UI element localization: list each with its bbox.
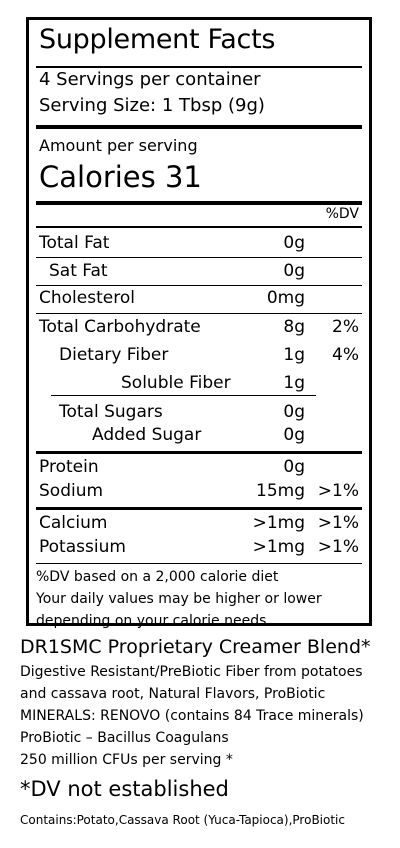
nutrient-label: Protein bbox=[39, 457, 99, 477]
nutrient-label: Soluble Fiber bbox=[121, 373, 231, 393]
nutrient-label: Cholesterol bbox=[39, 288, 135, 308]
calories: Calories 31 bbox=[39, 160, 202, 194]
nutrient-value: 0mg bbox=[266, 288, 305, 308]
nutrient-value: 0g bbox=[283, 457, 305, 477]
panel-title: Supplement Facts bbox=[39, 24, 276, 55]
nutrient-dv: 2% bbox=[332, 317, 359, 337]
footnote: Your daily values may be higher or lower bbox=[36, 591, 322, 607]
nutrient-label: Added Sugar bbox=[92, 425, 202, 445]
nutrient-label: Total Carbohydrate bbox=[39, 317, 201, 337]
servings-per-container: 4 Servings per container bbox=[39, 69, 261, 90]
nutrient-dv: >1% bbox=[317, 513, 359, 533]
footnote: depending on your calorie needs. bbox=[36, 613, 271, 629]
nutrient-label: Sodium bbox=[39, 481, 104, 501]
dv-not-established: *DV not established bbox=[20, 777, 229, 801]
divider bbox=[36, 257, 362, 258]
nutrient-value: 0g bbox=[283, 402, 305, 422]
thick-divider bbox=[36, 125, 362, 129]
ingredient-line: 250 million CFUs per serving * bbox=[20, 752, 233, 768]
nutrient-value: >1mg bbox=[252, 513, 305, 533]
nutrient-value: 0g bbox=[283, 425, 305, 445]
contains-statement: Contains:Potato,Cassava Root (Yuca-Tapio… bbox=[20, 813, 345, 827]
nutrient-label: Total Sugars bbox=[59, 402, 163, 422]
amount-per-serving: Amount per serving bbox=[39, 136, 198, 155]
thick-divider bbox=[36, 451, 362, 454]
serving-size: Serving Size: 1 Tbsp (9g) bbox=[39, 95, 265, 116]
footnote: %DV based on a 2,000 calorie diet bbox=[36, 569, 279, 585]
nutrient-value: 1g bbox=[283, 373, 305, 393]
blend-title: DR1SMC Proprietary Creamer Blend* bbox=[20, 636, 371, 658]
ingredient-line: Digestive Resistant/PreBiotic Fiber from… bbox=[20, 664, 363, 680]
dv-header: %DV bbox=[325, 206, 359, 222]
ingredient-line: ProBiotic – Bacillus Coagulans bbox=[20, 730, 229, 746]
divider bbox=[36, 563, 362, 564]
nutrient-label: Potassium bbox=[39, 537, 126, 557]
divider bbox=[51, 395, 316, 396]
nutrient-label: Calcium bbox=[39, 513, 108, 533]
divider bbox=[36, 285, 362, 286]
nutrient-value: 1g bbox=[283, 345, 305, 365]
thick-divider bbox=[36, 201, 362, 205]
nutrient-value: 15mg bbox=[256, 481, 305, 501]
nutrient-value: 0g bbox=[283, 261, 305, 281]
divider bbox=[36, 66, 362, 68]
divider bbox=[36, 313, 362, 314]
ingredient-line: and cassava root, Natural Flavors, ProBi… bbox=[20, 686, 326, 702]
nutrient-dv: >1% bbox=[317, 481, 359, 501]
nutrient-label: Total Fat bbox=[39, 233, 110, 253]
supplement-facts-panel: Supplement Facts 4 Servings per containe… bbox=[26, 17, 372, 629]
thick-divider bbox=[36, 507, 362, 510]
nutrient-dv: 4% bbox=[332, 345, 359, 365]
nutrient-label: Sat Fat bbox=[49, 261, 108, 281]
divider bbox=[36, 226, 362, 228]
ingredient-line: MINERALS: RENOVO (contains 84 Trace mine… bbox=[20, 708, 364, 724]
nutrient-dv: >1% bbox=[317, 537, 359, 557]
nutrient-value: 8g bbox=[283, 317, 305, 337]
nutrient-value: 0g bbox=[283, 233, 305, 253]
nutrient-value: >1mg bbox=[252, 537, 305, 557]
nutrient-label: Dietary Fiber bbox=[59, 345, 169, 365]
